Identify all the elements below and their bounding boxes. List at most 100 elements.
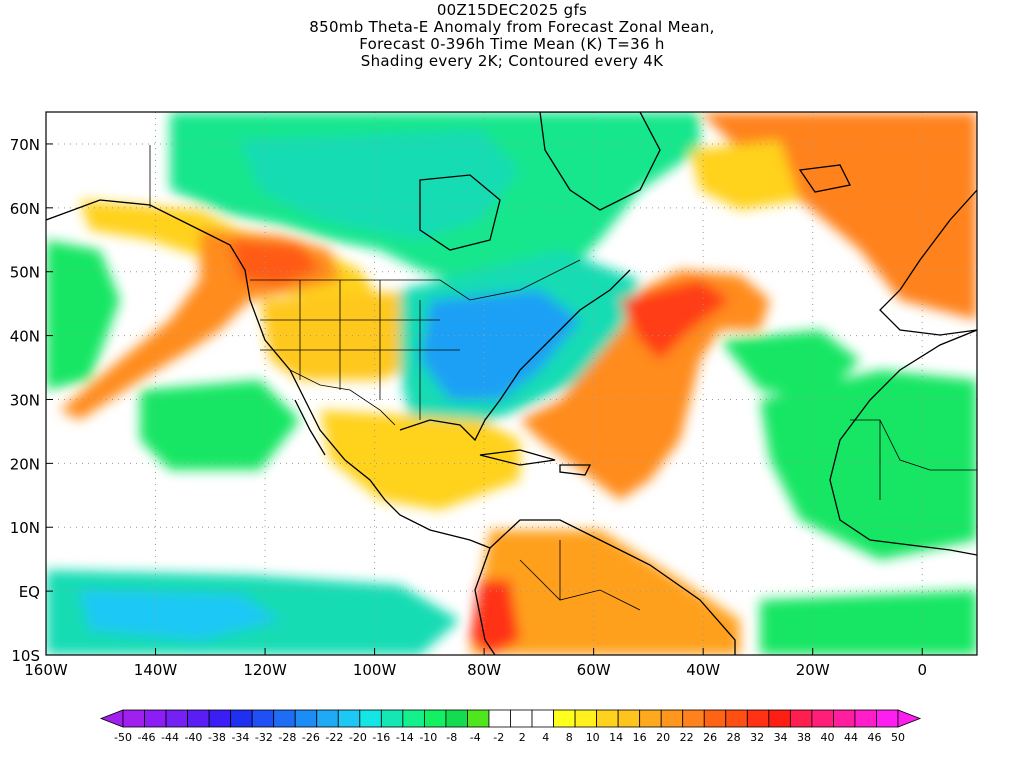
- colorbar-swatch: [488, 709, 511, 728]
- colorbar-label: 50: [891, 731, 905, 744]
- north-africa-cool: [760, 370, 977, 560]
- colorbar-swatch: [833, 709, 856, 728]
- colorbar-label: -38: [208, 731, 226, 744]
- hudson-teal-field: [240, 130, 520, 240]
- lat-tick-label: 40N: [10, 328, 40, 346]
- colorbar-label: 38: [797, 731, 811, 744]
- colorbar-swatch: [273, 709, 296, 728]
- colorbar-label: 40: [821, 731, 835, 744]
- colorbar-label: 16: [633, 731, 647, 744]
- colorbar-swatch: [703, 709, 727, 728]
- colorbar-swatch: [876, 709, 899, 728]
- colorbar-label: -50: [114, 731, 132, 744]
- lon-tick-label: 60W: [577, 661, 611, 679]
- eastern-us-cold-pool: [420, 290, 580, 400]
- colorbar-label: -8: [446, 731, 457, 744]
- colorbar-swatch: [639, 709, 662, 728]
- colorbar-right-arrow: [897, 709, 922, 728]
- iceland-coast: [798, 164, 851, 193]
- colorbar-swatch: [380, 709, 404, 728]
- latitude-axis: 70N 60N 50N 40N 30N 20N 10N EQ 10S: [10, 136, 53, 665]
- lat-lon-grid: [46, 112, 977, 655]
- us-mexico-border: [289, 369, 396, 426]
- colorbar-swatch: [768, 709, 791, 728]
- colorbar-label: 28: [727, 731, 741, 744]
- colorbar-swatch: [294, 709, 318, 728]
- colorbar-label: -16: [372, 731, 390, 744]
- lat-tick-label: EQ: [19, 583, 40, 601]
- colorbar-swatch: [617, 709, 641, 728]
- lat-tick-label: 10S: [11, 647, 40, 665]
- south-america-coast: [474, 519, 736, 655]
- east-pacific-cool-field: [140, 380, 300, 470]
- colorbar-swatch: [445, 709, 468, 728]
- lon-tick-label: 100W: [353, 661, 397, 679]
- colorbar-label: -2: [493, 731, 504, 744]
- africa-borders: [850, 419, 977, 500]
- colorbar-label: -10: [419, 731, 437, 744]
- lon-tick-label: 0: [917, 661, 927, 679]
- lon-tick-label: 20W: [796, 661, 830, 679]
- colorbar-label: -4: [470, 731, 481, 744]
- colorbar-label: 10: [586, 731, 600, 744]
- nw-us-warm-core: [230, 240, 320, 285]
- colorbar-label: 2: [519, 731, 526, 744]
- coastlines: [46, 112, 977, 655]
- colorbar-swatch: [574, 709, 598, 728]
- colorbar-label: -14: [396, 731, 414, 744]
- colorbar-label: 46: [868, 731, 882, 744]
- colorbar-label: 14: [609, 731, 623, 744]
- longitude-axis: 160W 140W 120W 100W 80W 60W 40W 20W 0: [24, 648, 927, 679]
- hawaii-cool-field: [46, 240, 120, 390]
- title-variable: 850mb Theta-E Anomaly from Forecast Zona…: [309, 18, 715, 36]
- colorbar-label: -32: [255, 731, 273, 744]
- central-us-warm-field: [260, 290, 430, 380]
- colorbar-swatch: [187, 709, 210, 728]
- africa-coast: [829, 329, 977, 556]
- colorbar-swatch: [725, 709, 748, 728]
- political-borders: [149, 145, 977, 611]
- lon-tick-label: 160W: [24, 661, 68, 679]
- title-run: 00Z15DEC2025 gfs: [436, 1, 588, 19]
- title-shading-note: Shading every 2K; Contoured every 4K: [360, 52, 664, 70]
- colorbar-labels: -50 -46 -44 -40 -38 -34 -32 -28 -26 -22 -20 -16 -14-…: [114, 731, 905, 744]
- lon-tick-label: 120W: [243, 661, 287, 679]
- lat-tick-label: 10N: [10, 519, 40, 537]
- colorbar-label: -34: [231, 731, 249, 744]
- colorbar-label: 32: [750, 731, 764, 744]
- colorbar-swatch: [596, 709, 619, 728]
- anomaly-shading: [46, 112, 977, 655]
- map-plot-area: [46, 112, 977, 655]
- lat-tick-label: 60N: [10, 200, 40, 218]
- colorbar-swatch: [553, 709, 576, 728]
- colorbar-swatch: [122, 709, 145, 728]
- colorbar-swatch: [316, 709, 339, 728]
- colorbar-swatch: [660, 709, 684, 728]
- colorbar-swatch: [423, 709, 447, 728]
- colorbar-label: -26: [302, 731, 320, 744]
- colorbar-swatch: [854, 709, 877, 728]
- equatorial-pacific-blue: [80, 590, 280, 640]
- colorbar-swatch: [531, 709, 554, 728]
- central-atlantic-warm-plume: [520, 270, 770, 500]
- colorbar-swatch: [811, 709, 834, 728]
- us-canada-border: [250, 259, 581, 301]
- iceland-yellow-field: [690, 140, 800, 210]
- colorbar-swatch: [251, 709, 275, 728]
- colorbar-swatch: [510, 709, 533, 728]
- title-forecast: Forecast 0-396h Time Mean (K) T=36 h: [359, 35, 665, 53]
- colorbar-label: 44: [844, 731, 858, 744]
- title-block: 00Z15DEC2025 gfs 850mb Theta-E Anomaly f…: [0, 2, 1024, 70]
- south-america-borders: [519, 540, 641, 611]
- colorbar-swatch: [359, 709, 382, 728]
- hispaniola-coast: [559, 464, 592, 476]
- lat-tick-label: 70N: [10, 136, 40, 154]
- colorbar-label: 34: [774, 731, 788, 744]
- cuba-coast: [479, 449, 556, 466]
- colorbar-swatch: [230, 709, 253, 728]
- colorbar-label: -28: [278, 731, 296, 744]
- atlantic-warm-core: [620, 280, 730, 360]
- colorbar-swatch: [682, 709, 705, 728]
- lat-tick-label: 50N: [10, 264, 40, 282]
